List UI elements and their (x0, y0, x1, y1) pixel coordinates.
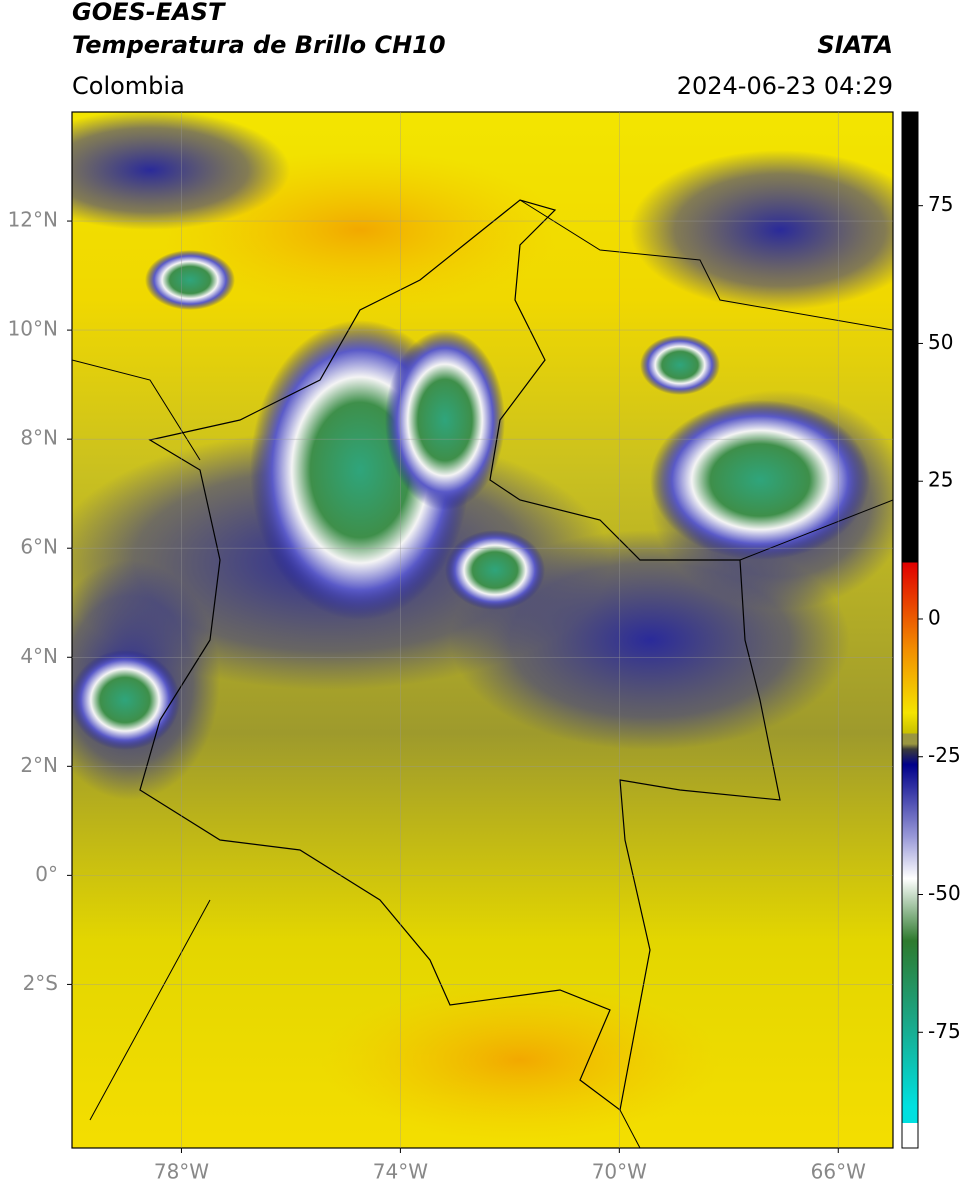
map-frame (71, 111, 894, 1149)
colorbar-tick-label: -75 (928, 1019, 961, 1043)
colorbar (901, 111, 919, 1149)
subtitle: Temperatura de Brillo CH10 (72, 31, 446, 59)
x-tick-label: 70°W (592, 1160, 647, 1184)
y-tick-label: 4°N (20, 644, 58, 668)
colorbar-tick-label: -25 (928, 743, 961, 767)
y-tick-label: 10°N (8, 317, 58, 341)
x-tick-label: 66°W (811, 1160, 866, 1184)
y-tick-label: 2°N (20, 753, 58, 777)
colorbar-tick-label: -50 (928, 881, 961, 905)
colorbar-tick-label: 75 (928, 192, 953, 216)
y-tick-label: 2°S (23, 971, 58, 995)
colorbar-tick-label: 25 (928, 468, 953, 492)
y-tick-label: 6°N (20, 535, 58, 559)
y-tick-label: 0° (35, 862, 58, 886)
y-tick-label: 12°N (8, 208, 58, 232)
timestamp: 2024-06-23 04:29 (677, 72, 893, 100)
title: GOES-EAST (72, 0, 226, 26)
colorbar-tick-label: 0 (928, 605, 941, 629)
colorbar-tick-label: 50 (928, 330, 953, 354)
y-tick-label: 8°N (20, 426, 58, 450)
x-tick-label: 78°W (154, 1160, 209, 1184)
source: SIATA (817, 31, 893, 59)
x-tick-label: 74°W (373, 1160, 428, 1184)
map-image (72, 112, 893, 1148)
region: Colombia (72, 72, 185, 100)
